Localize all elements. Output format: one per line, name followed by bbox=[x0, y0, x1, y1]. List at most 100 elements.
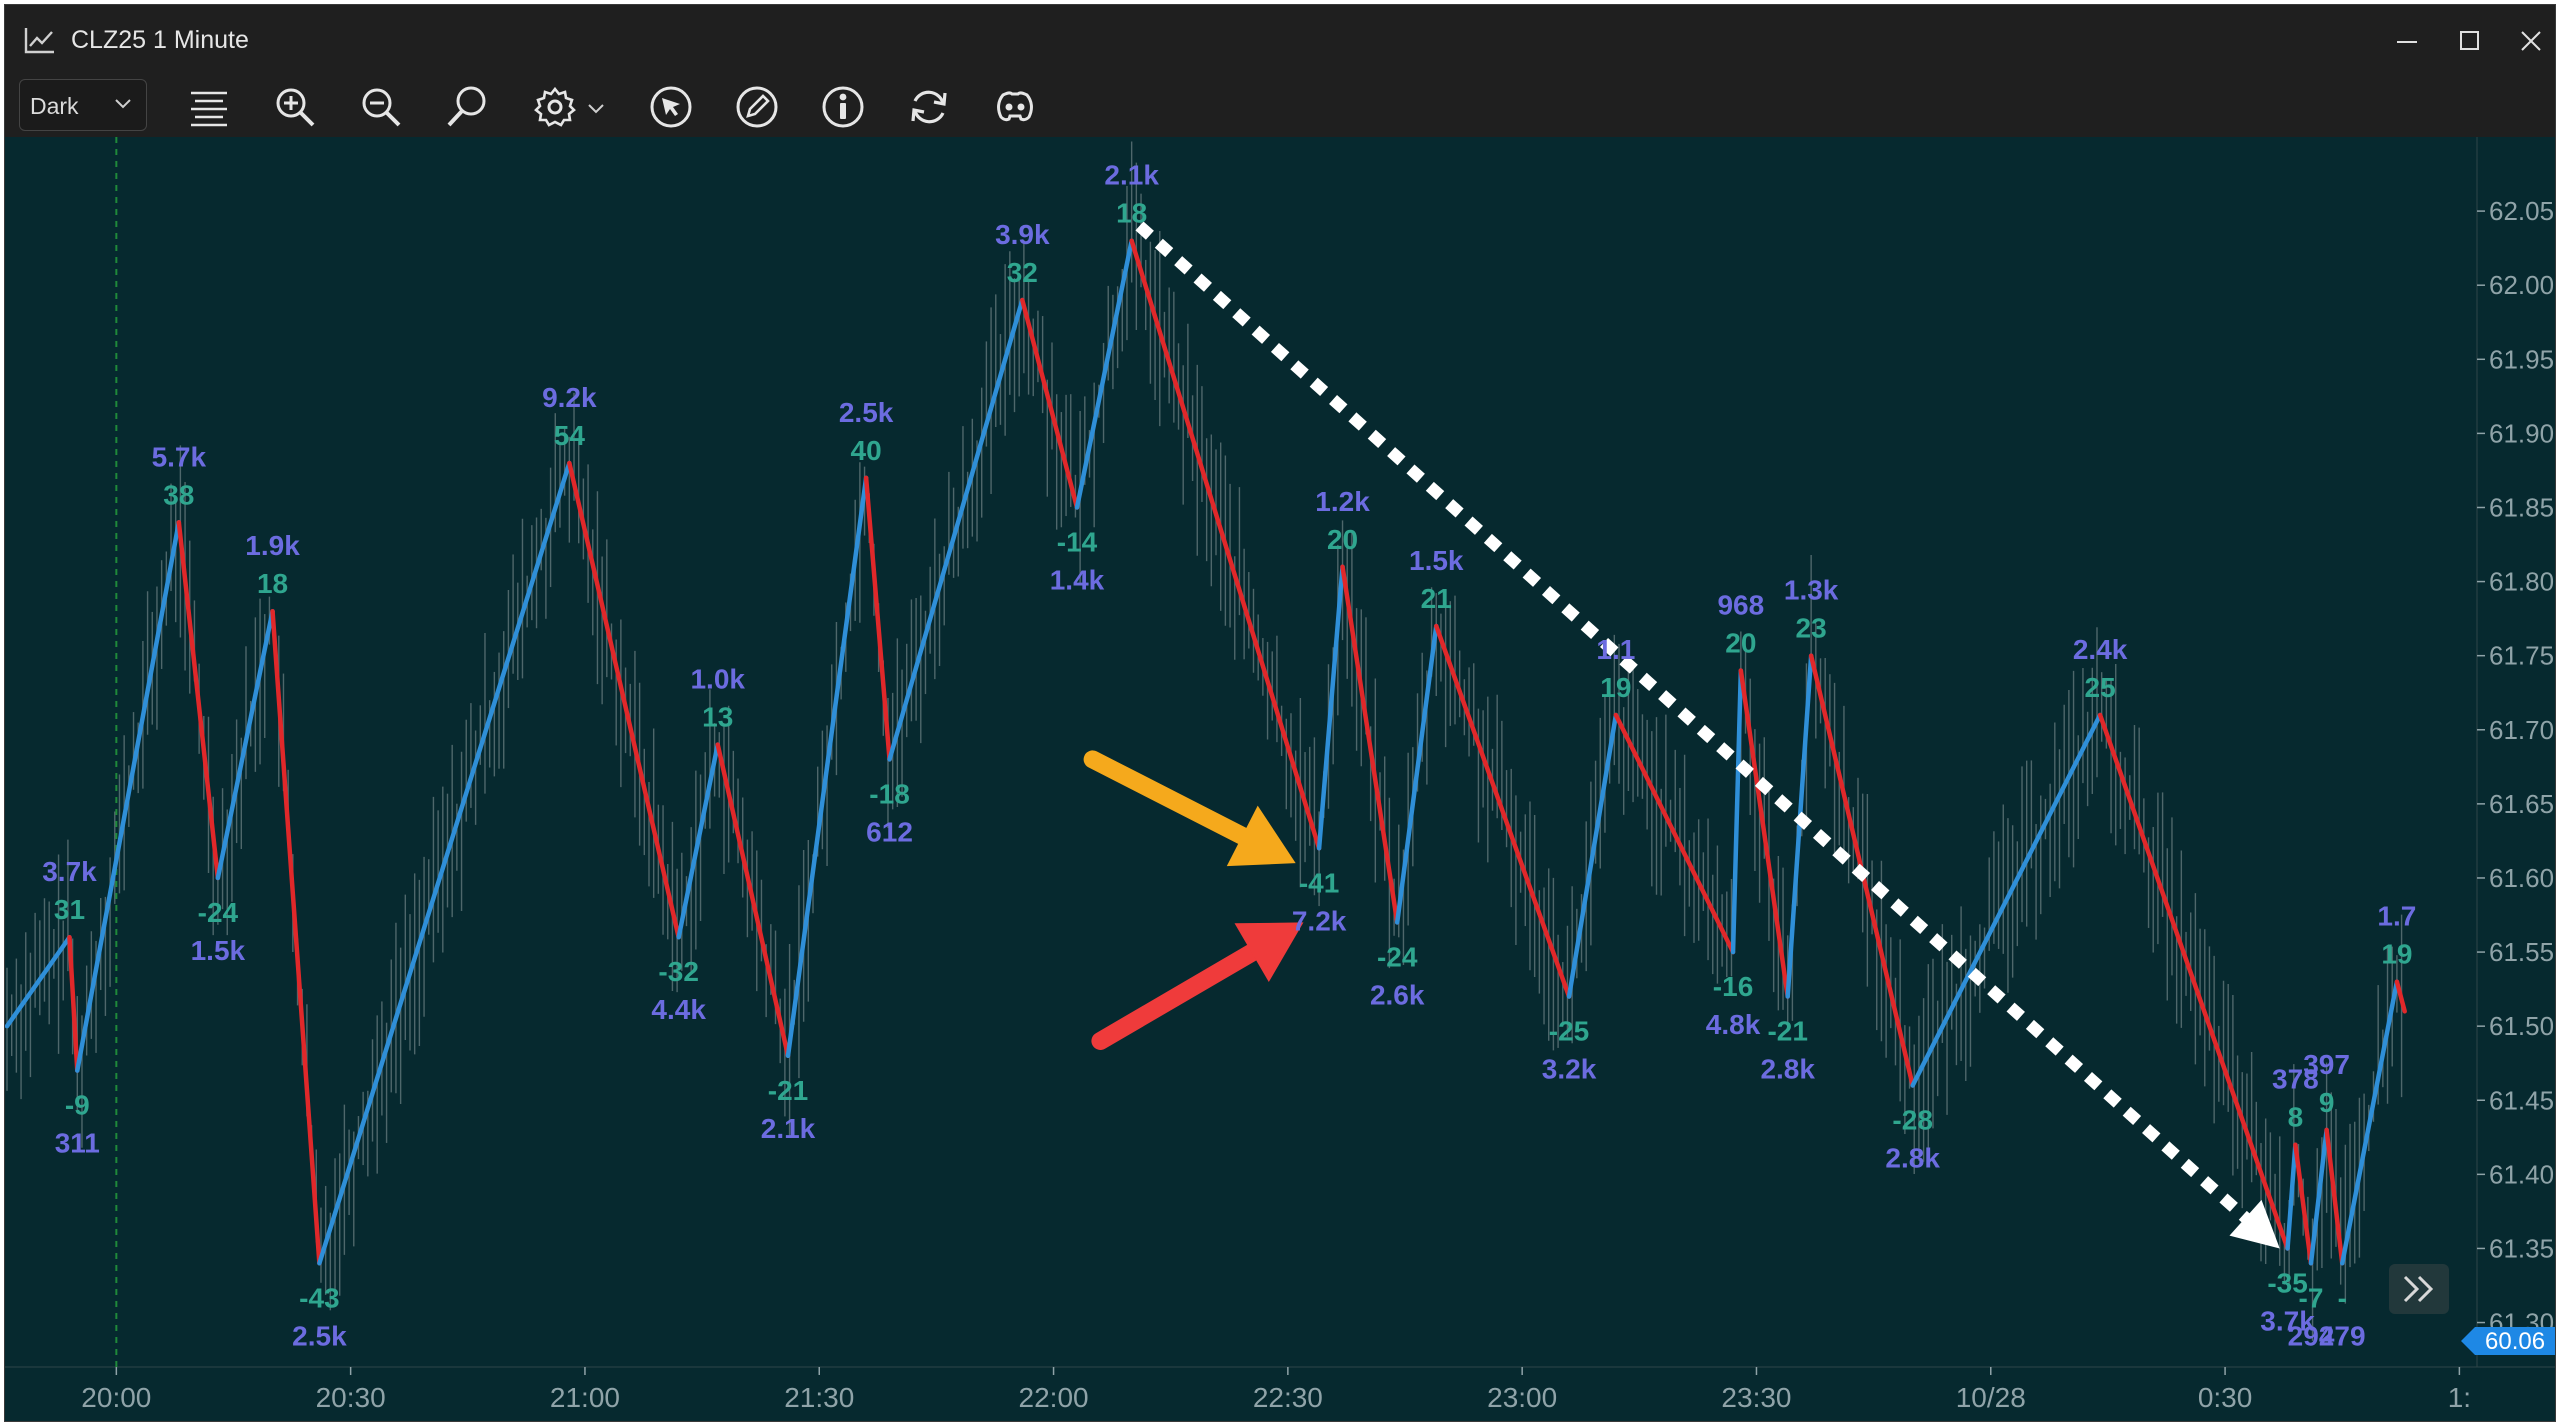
price-tick-label: 61.65 bbox=[2489, 789, 2554, 819]
yellow-arrow-head bbox=[1226, 805, 1296, 867]
pivot-label-top: -7 bbox=[2299, 1282, 2324, 1313]
pivot-label-top: 1.1 bbox=[1596, 634, 1635, 665]
price-tick-label: 61.80 bbox=[2489, 567, 2554, 597]
zigzag-down-segment bbox=[270, 608, 322, 1266]
discord-icon[interactable] bbox=[991, 83, 1039, 131]
time-tick-label: 1: bbox=[2448, 1382, 2471, 1413]
menu-lines-icon[interactable] bbox=[185, 83, 233, 131]
price-tick-label: 61.35 bbox=[2489, 1233, 2554, 1263]
pivot-label-top: 3.7k bbox=[42, 856, 97, 887]
pivot-label-bottom: 2.8k bbox=[1885, 1142, 1940, 1173]
pivot-label-bottom: 18 bbox=[1116, 198, 1147, 229]
pivot-label-top: -16 bbox=[1713, 971, 1753, 1002]
pivot-label-top: 1.5k bbox=[1409, 545, 1464, 576]
zigzag-down-segment bbox=[2324, 1127, 2345, 1266]
gear-chevron-down-icon[interactable] bbox=[585, 83, 607, 131]
red-arrow-shaft[interactable] bbox=[1091, 943, 1261, 1050]
theme-dropdown[interactable]: Dark bbox=[19, 79, 147, 131]
price-chart[interactable]: 3.7k 31 -9 311 5.7k 38 -24 1.5k 1.9k 18 -43 2.5k 9.2… bbox=[5, 137, 2556, 1422]
pivot-label-top: -21 bbox=[768, 1075, 808, 1106]
price-tick-label: 61.90 bbox=[2489, 418, 2554, 448]
pivot-label-bottom: 21 bbox=[1421, 583, 1452, 614]
pivot-label-top: -21 bbox=[1767, 1016, 1807, 1047]
price-tick-label: 61.95 bbox=[2489, 344, 2554, 374]
theme-dropdown-value: Dark bbox=[30, 93, 79, 119]
search-icon[interactable] bbox=[443, 83, 491, 131]
pivot-label-bottom: 1.5k bbox=[191, 935, 246, 966]
zigzag-up-segment bbox=[2339, 979, 2400, 1266]
pivot-label-bottom: 7.2k bbox=[1292, 905, 1347, 936]
pivot-labels-layer: 3.7k31-93115.7k38-241.5k1.9k18-432.5k9.2… bbox=[42, 160, 2416, 1352]
pivot-label-top: 1.7 bbox=[2377, 901, 2416, 932]
price-tick-label: 61.70 bbox=[2489, 715, 2554, 745]
pivot-label-bottom: 2.8k bbox=[1760, 1054, 1815, 1085]
pivot-label-bottom: 19 bbox=[2381, 939, 2412, 970]
pivot-label-bottom: 2.1k bbox=[761, 1113, 816, 1144]
price-tick-label: 61.85 bbox=[2489, 492, 2554, 522]
zigzag-up-segment bbox=[2285, 1142, 2298, 1251]
pivot-label-bottom: 19 bbox=[1600, 672, 1631, 703]
close-icon[interactable] bbox=[2511, 21, 2551, 61]
cursor-icon[interactable] bbox=[647, 83, 695, 131]
pivot-label-bottom: 612 bbox=[866, 816, 913, 847]
price-tick-label: 61.45 bbox=[2489, 1085, 2554, 1115]
price-tick-label: 61.60 bbox=[2489, 863, 2554, 893]
pivot-label-top: -14 bbox=[1057, 526, 1098, 557]
pivot-label-top: 1.2k bbox=[1315, 486, 1370, 517]
zoom-out-icon[interactable] bbox=[357, 83, 405, 131]
zigzag-up-segment bbox=[215, 608, 275, 881]
pivot-label-bottom: 20 bbox=[1725, 627, 1756, 658]
pivot-label-top: -18 bbox=[869, 778, 909, 809]
pivot-label-top: 2.1k bbox=[1104, 160, 1159, 191]
minimize-icon[interactable] bbox=[2387, 21, 2427, 61]
gear-icon[interactable] bbox=[531, 83, 579, 131]
pivot-label-top: - bbox=[2338, 1282, 2347, 1313]
chart-svg: 3.7k31-93115.7k38-241.5k1.9k18-432.5k9.2… bbox=[5, 137, 2556, 1422]
pivot-label-top: 9.2k bbox=[542, 382, 597, 413]
toolbar: Dark bbox=[5, 75, 2555, 137]
window-title: CLZ25 1 Minute bbox=[71, 26, 249, 54]
price-axis[interactable] bbox=[2477, 137, 2556, 1367]
price-tick-label: 61.75 bbox=[2489, 641, 2554, 671]
pivot-label-bottom: 38 bbox=[163, 479, 194, 510]
pivot-label-bottom: 54 bbox=[554, 420, 586, 451]
time-tick-label: 20:00 bbox=[81, 1382, 151, 1413]
zigzag-down-segment bbox=[1613, 712, 1736, 955]
pen-icon[interactable] bbox=[733, 83, 781, 131]
plot-area[interactable] bbox=[5, 137, 2477, 1367]
time-tick-label: 23:30 bbox=[1721, 1382, 1791, 1413]
price-ticks-layer: 62.05 62.00 61.95 61.90 61.85 61.80 61.75 61.70… bbox=[2477, 196, 2554, 1338]
zoom-in-icon[interactable] bbox=[271, 83, 319, 131]
zigzag-down-segment bbox=[176, 520, 221, 881]
pivot-label-top: -43 bbox=[299, 1282, 339, 1313]
price-badge-text: 60.06 bbox=[2485, 1328, 2545, 1355]
maximize-icon[interactable] bbox=[2449, 21, 2489, 61]
time-tick-label: 21:30 bbox=[784, 1382, 854, 1413]
pivot-label-bottom: 32 bbox=[1007, 257, 1038, 288]
pivot-label-bottom: 4.4k bbox=[651, 994, 706, 1025]
double-chevron-right-icon[interactable] bbox=[2403, 1275, 2434, 1303]
time-tick-label: 21:00 bbox=[550, 1382, 620, 1413]
time-tick-label: 22:00 bbox=[1019, 1382, 1089, 1413]
refresh-icon[interactable] bbox=[905, 83, 953, 131]
pivot-label-bottom: 311 bbox=[55, 1128, 100, 1159]
time-axis[interactable] bbox=[5, 1367, 2556, 1422]
yellow-arrow-shaft[interactable] bbox=[1083, 750, 1252, 845]
pivot-label-bottom: 4.8k bbox=[1706, 1009, 1761, 1040]
zigzag-up-segment bbox=[1785, 653, 1814, 999]
zigzag-down-segment bbox=[715, 742, 791, 1059]
zigzag-up-segment bbox=[317, 460, 572, 1266]
time-ticks-layer: 20:00 20:30 21:00 21:30 22:00 22:30 23:00 23:30… bbox=[81, 1367, 2471, 1413]
pivot-label-bottom: 2.6k bbox=[1370, 979, 1425, 1010]
info-icon[interactable] bbox=[819, 83, 867, 131]
pivot-label-bottom: 2.5k bbox=[292, 1320, 347, 1351]
time-tick-label: 10/28 bbox=[1956, 1382, 2026, 1413]
price-tick-label: 62.00 bbox=[2489, 270, 2554, 300]
chart-app-icon bbox=[24, 28, 54, 54]
pivot-label-bottom: 9 bbox=[2319, 1087, 2335, 1118]
zigzag-up-segment bbox=[887, 297, 1025, 762]
pivot-label-bottom: 40 bbox=[851, 435, 882, 466]
overflow-button[interactable] bbox=[2389, 1264, 2449, 1314]
trend-dotted-line[interactable] bbox=[1135, 221, 2262, 1233]
pivot-label-bottom: 18 bbox=[257, 568, 288, 599]
